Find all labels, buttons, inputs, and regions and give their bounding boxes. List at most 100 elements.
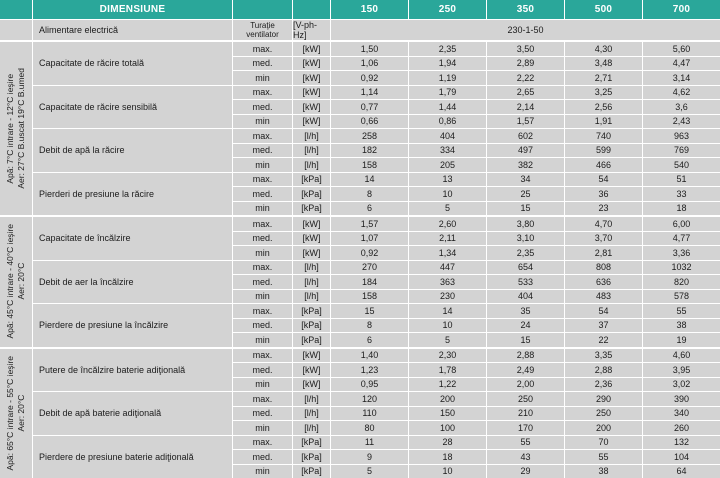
value-cell: 43 [487, 450, 564, 464]
unit-cell: [l/h] [293, 261, 330, 275]
fan-speed-cell: max. [233, 304, 292, 318]
value-cell: 533 [487, 275, 564, 289]
value-cell: 3,35 [565, 349, 642, 363]
fan-speed-cell: med. [233, 407, 292, 421]
unit-cell: [kW] [293, 86, 330, 100]
value-cell: 158 [331, 158, 408, 172]
value-cell: 2,11 [409, 232, 486, 246]
value-cell: 24 [487, 319, 564, 333]
fan-speed-cell: med. [233, 100, 292, 114]
unit-cell: [kW] [293, 42, 330, 56]
value-cell: 3,02 [643, 378, 720, 392]
side-label-line: Apă: 65°C intrare - 55°C ieşire [5, 356, 16, 471]
fan-speed-cell: med. [233, 57, 292, 71]
value-cell: 170 [487, 421, 564, 435]
value-cell: 205 [409, 158, 486, 172]
value-cell: 230 [409, 290, 486, 304]
unit-cell: [l/h] [293, 290, 330, 304]
value-cell: 404 [409, 129, 486, 143]
value-cell: 104 [643, 450, 720, 464]
value-cell: 6,00 [643, 217, 720, 231]
section-label: Pierderi de presiune la răcire [33, 173, 232, 216]
value-cell: 100 [409, 421, 486, 435]
value-cell: 120 [331, 392, 408, 406]
value-cell: 3,6 [643, 100, 720, 114]
fan-speed-column-header: Turaţie ventilator [233, 20, 292, 40]
value-cell: 1,57 [487, 115, 564, 129]
fan-speed-cell: min [233, 158, 292, 172]
value-cell: 55 [643, 304, 720, 318]
value-cell: 636 [565, 275, 642, 289]
value-cell: 158 [331, 290, 408, 304]
value-cell: 55 [487, 436, 564, 450]
value-cell: 184 [331, 275, 408, 289]
value-cell: 4,70 [565, 217, 642, 231]
value-cell: 250 [487, 392, 564, 406]
value-cell: 15 [487, 202, 564, 216]
unit-cell: [kW] [293, 100, 330, 114]
value-cell: 3,95 [643, 363, 720, 377]
table-header-row: DIMENSIUNE 150 250 350 500 700 [0, 0, 720, 19]
value-cell: 1,79 [409, 86, 486, 100]
value-cell: 1,78 [409, 363, 486, 377]
unit-cell: [kPa] [293, 173, 330, 187]
value-cell: 14 [409, 304, 486, 318]
unit-cell: [kPa] [293, 304, 330, 318]
unit-cell: [kPa] [293, 436, 330, 450]
power-row-spacer [0, 20, 32, 40]
value-cell: 0,77 [331, 100, 408, 114]
value-cell: 5,60 [643, 42, 720, 56]
header-unit-spacer [293, 0, 330, 19]
value-cell: 51 [643, 173, 720, 187]
value-cell: 13 [409, 173, 486, 187]
value-cell: 404 [487, 290, 564, 304]
fan-speed-cell: med. [233, 363, 292, 377]
value-cell: 182 [331, 144, 408, 158]
fan-speed-cell: max. [233, 42, 292, 56]
value-cell: 260 [643, 421, 720, 435]
value-cell: 2,36 [565, 378, 642, 392]
value-cell: 963 [643, 129, 720, 143]
unit-cell: [kW] [293, 363, 330, 377]
value-cell: 497 [487, 144, 564, 158]
unit-cell: [l/h] [293, 144, 330, 158]
value-cell: 540 [643, 158, 720, 172]
value-cell: 808 [565, 261, 642, 275]
fan-speed-cell: max. [233, 173, 292, 187]
fan-speed-cell: min [233, 71, 292, 85]
value-cell: 2,88 [487, 349, 564, 363]
fan-speed-cell: med. [233, 232, 292, 246]
value-cell: 11 [331, 436, 408, 450]
value-cell: 55 [565, 450, 642, 464]
value-cell: 3,36 [643, 246, 720, 260]
value-cell: 1,07 [331, 232, 408, 246]
value-cell: 6 [331, 333, 408, 347]
value-cell: 210 [487, 407, 564, 421]
fan-speed-cell: min [233, 115, 292, 129]
value-cell: 769 [643, 144, 720, 158]
value-cell: 654 [487, 261, 564, 275]
value-cell: 3,50 [487, 42, 564, 56]
